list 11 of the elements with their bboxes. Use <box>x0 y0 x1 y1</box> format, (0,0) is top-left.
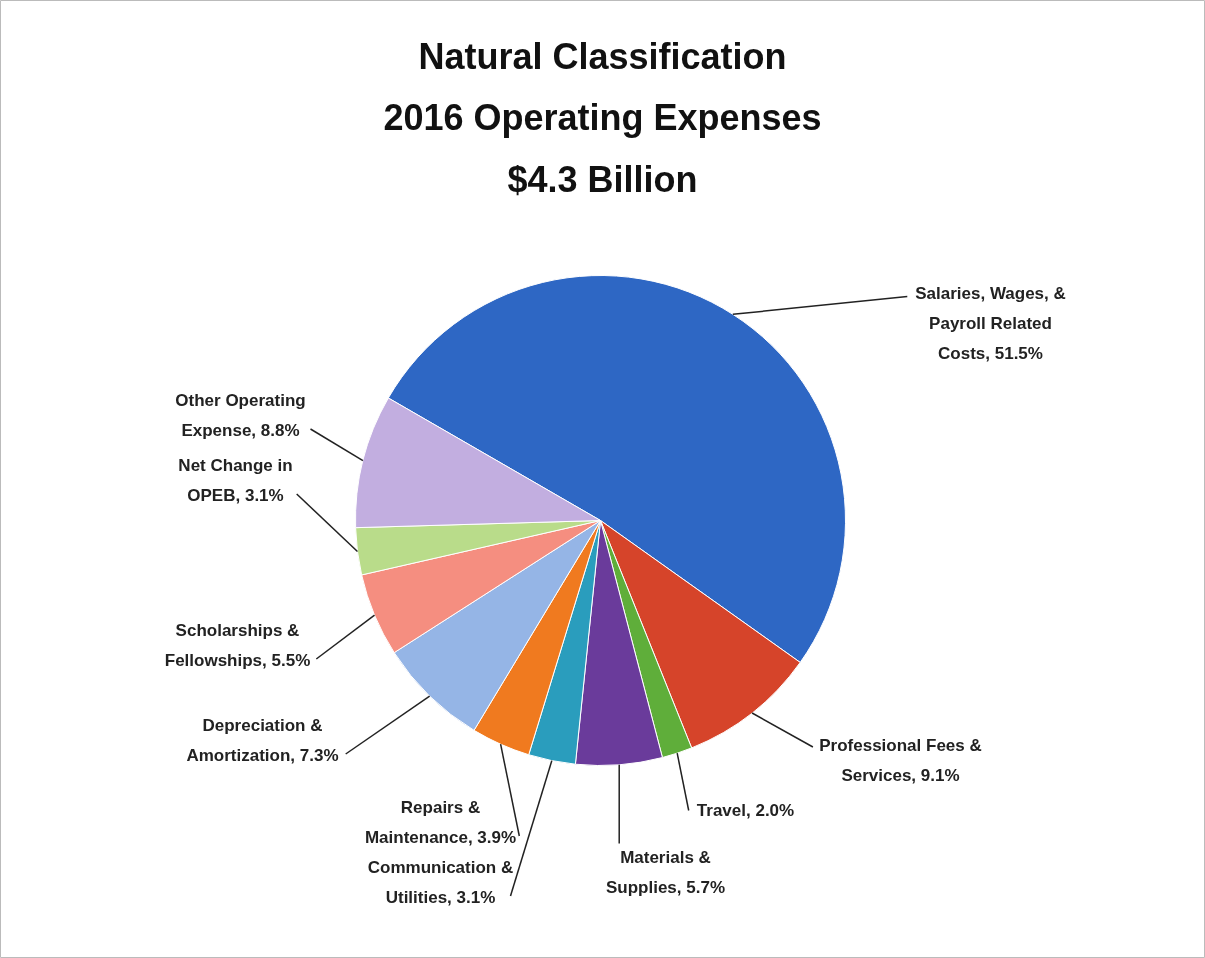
slice-label: Professional Fees & Services, 9.1% <box>819 735 982 786</box>
slice-label: Depreciation & Amortization, 7.3% <box>186 715 339 766</box>
slice-label: Repairs & Maintenance, 3.9% <box>364 797 517 848</box>
slice-label: Communication & Utilities, 3.1% <box>367 857 514 908</box>
slice-label: Other Operating Expense, 8.8% <box>175 390 306 441</box>
slice-label: Materials & Supplies, 5.7% <box>605 847 726 898</box>
slice-label: Travel, 2.0% <box>696 801 795 820</box>
slice-label: Scholarships & Fellowships, 5.5% <box>164 620 311 671</box>
chart-title: Natural Classification 2016 Operating Expenses $4.3 Billion <box>383 35 822 200</box>
slice-label: Net Change in OPEB, 3.1% <box>178 455 293 506</box>
slice-label: Salaries, Wages, & Payroll Related Costs, 51.5% <box>915 283 1066 364</box>
